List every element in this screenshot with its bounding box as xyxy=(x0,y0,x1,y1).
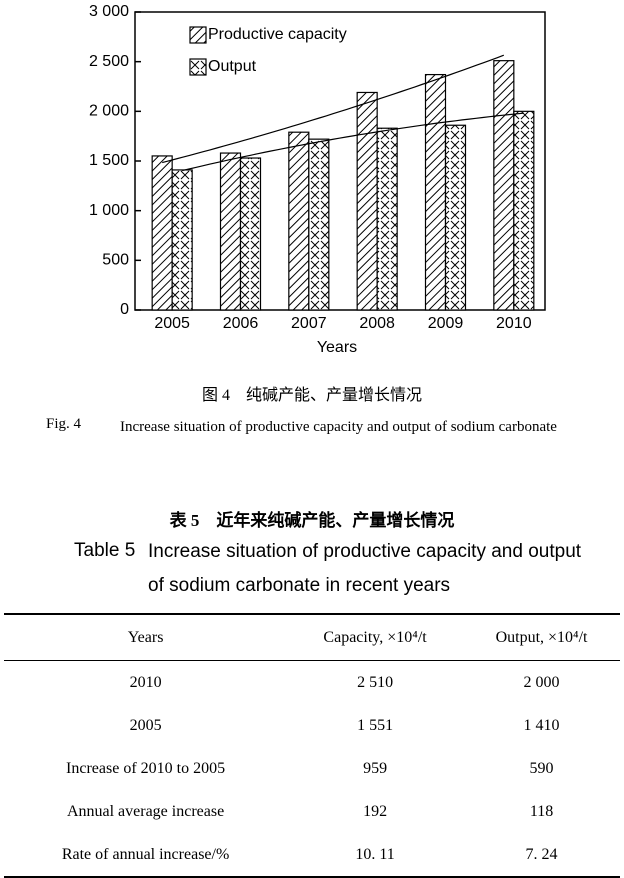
table-row: Increase of 2010 to 2005 959 590 xyxy=(4,747,620,790)
x-tick-label: 2009 xyxy=(428,315,464,332)
table-label: Table 5 xyxy=(74,540,136,561)
x-tick-label: 2005 xyxy=(154,315,190,332)
table-cell: 2005 xyxy=(129,716,162,734)
table-row: 2005 1 551 1 410 xyxy=(4,704,620,747)
bar xyxy=(288,131,310,311)
table-cell: Annual average increase xyxy=(66,802,225,820)
x-axis-title: Years xyxy=(317,339,357,356)
table-cell: 118 xyxy=(529,802,554,820)
table-row: Rate of annual increase/% 10. 11 7. 24 xyxy=(4,833,620,877)
table-cell: 2010 xyxy=(129,673,162,691)
bar xyxy=(151,155,173,311)
table-cell: 2 000 xyxy=(523,673,560,691)
y-tick-label: 0 xyxy=(120,301,129,318)
x-tick-label: 2008 xyxy=(359,315,395,332)
bar xyxy=(171,169,193,311)
plot-frame xyxy=(134,11,546,311)
table-cell: 10. 11 xyxy=(355,845,395,863)
data-table: Years Capacity, ×10⁴/t Output, ×10⁴/t 2010 2… xyxy=(4,613,620,878)
table-row: 2010 2 510 2 000 xyxy=(4,661,620,705)
bar xyxy=(513,110,535,311)
figure-label: Fig. 4 xyxy=(46,416,82,432)
trend-line xyxy=(182,112,524,172)
bar xyxy=(219,152,242,311)
bar xyxy=(308,138,330,311)
table-cell: 192 xyxy=(363,802,388,820)
y-tick-label: 3 000 xyxy=(89,3,129,20)
y-tick-label: 2 000 xyxy=(89,103,129,120)
table-cell: 1 551 xyxy=(357,716,394,734)
table-cell: Rate of annual increase/% xyxy=(61,845,230,863)
trend-line xyxy=(162,54,505,164)
legend-swatch xyxy=(189,26,207,44)
y-tick-label: 500 xyxy=(102,252,129,269)
table-cell: Increase of 2010 to 2005 xyxy=(66,759,226,777)
legend-label: Productive capacity xyxy=(208,26,347,43)
x-tick-label: 2007 xyxy=(291,315,327,332)
figure-caption-cn: 图 4 纯碱产能、产量增长情况 xyxy=(201,387,422,404)
x-tick-label: 2006 xyxy=(223,315,259,332)
bar xyxy=(356,91,378,311)
table-cell: 2 510 xyxy=(357,673,394,691)
y-tick-label: 2 500 xyxy=(89,53,129,70)
header-cell: Output, ×10⁴/t xyxy=(463,614,620,661)
table-title-cn: 表 5 近年来纯碱产能、产量增长情况 xyxy=(169,511,455,530)
figure-caption: Increase situation of productive capacit… xyxy=(120,419,557,435)
x-tick-label: 2010 xyxy=(496,315,532,332)
bar xyxy=(376,127,398,311)
y-tick-label: 1 500 xyxy=(89,152,129,169)
bar xyxy=(424,73,447,311)
table-row: Annual average increase 192 118 xyxy=(4,790,620,833)
table-cell: 7. 24 xyxy=(525,845,558,863)
legend-label: Output xyxy=(208,58,257,75)
bar xyxy=(444,124,467,311)
legend-swatch xyxy=(189,58,207,76)
table-cell: 590 xyxy=(529,759,554,777)
table-caption: Increase situation of productive capacit… xyxy=(148,541,582,596)
chart: Years 0 500 1 000 1 500 2 000 2 500 3 000 2005 2… xyxy=(89,3,546,356)
y-tick-label: 1 000 xyxy=(89,202,129,219)
bar xyxy=(239,157,262,311)
table-cell: 1 410 xyxy=(523,716,560,734)
bar xyxy=(493,60,515,311)
header-row: Years Capacity, ×10⁴/t Output, ×10⁴/t xyxy=(4,614,620,661)
header-cell: Capacity, ×10⁴/t xyxy=(287,614,464,661)
header-cell: Years xyxy=(4,614,288,661)
table-cell: 959 xyxy=(363,759,388,777)
